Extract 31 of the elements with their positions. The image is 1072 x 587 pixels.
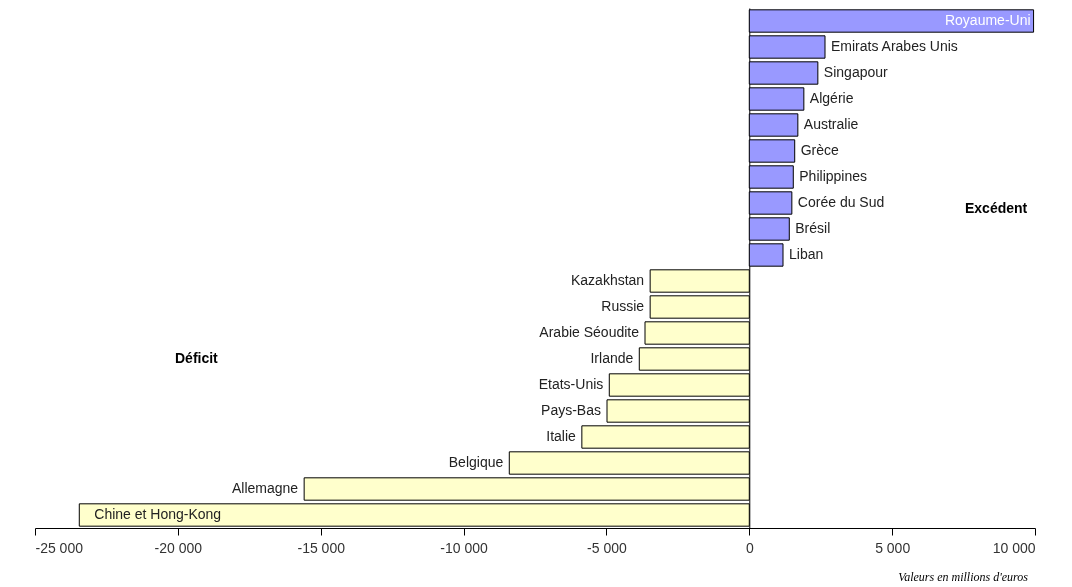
- x-tick-label: 0: [745, 539, 754, 556]
- y-tick-label: Algérie: [809, 90, 854, 106]
- y-tick-label: Chine et Hong-Kong: [94, 506, 222, 522]
- x-tick-label: -25 000: [35, 539, 84, 556]
- x-tick-label: 10 000: [992, 539, 1036, 556]
- x-tick-label: 5 000: [875, 539, 911, 556]
- x-tick-label: -10 000: [440, 539, 489, 556]
- x-tick-label: -15 000: [297, 539, 346, 556]
- y-tick-label: Corée du Sud: [797, 194, 885, 210]
- y-tick-label: Singapour: [823, 64, 889, 80]
- y-tick-label: Italie: [546, 428, 577, 444]
- y-tick-label: Brésil: [795, 220, 831, 236]
- y-tick-label: Grèce: [800, 142, 840, 158]
- text: Valeurs en millions d'euros: [898, 570, 1029, 584]
- y-tick-label: Etats-Unis: [538, 376, 604, 392]
- y-tick-label: Australie: [803, 116, 859, 132]
- y-tick-label: Belgique: [448, 454, 504, 470]
- y-tick-label: Russie: [601, 298, 645, 314]
- annotation: Excédent: [965, 200, 1028, 216]
- y-tick-label: Emirats Arabes Unis: [831, 38, 958, 54]
- y-tick-label: Royaume-Uni: [944, 12, 1031, 28]
- x-tick-label: -20 000: [154, 539, 203, 556]
- y-tick-label: Arabie Séoudite: [539, 324, 640, 340]
- annotation: Déficit: [175, 350, 219, 366]
- y-tick-label: Irlande: [590, 350, 634, 366]
- x-tick-label: -5 000: [587, 539, 627, 556]
- y-tick-label: Philippines: [799, 168, 867, 184]
- y-tick-label: Pays-Bas: [541, 402, 601, 418]
- y-tick-label: Kazakhstan: [570, 272, 645, 288]
- y-tick-label: Allemagne: [231, 480, 299, 496]
- y-tick-label: Liban: [789, 246, 824, 262]
